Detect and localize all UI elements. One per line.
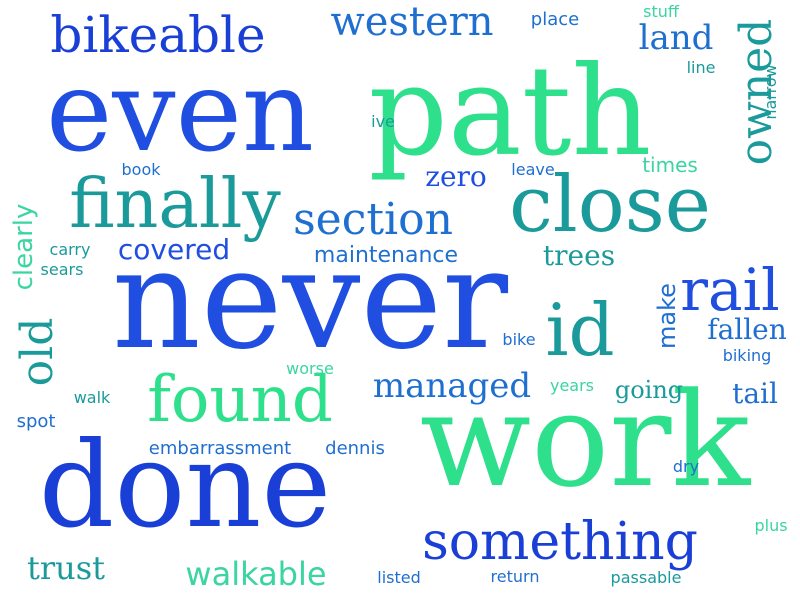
word-walk: walk: [73, 388, 111, 407]
word-trees: trees: [542, 239, 616, 272]
word-spot: spot: [16, 411, 56, 432]
word-land: land: [638, 18, 714, 58]
word-something: something: [422, 512, 698, 572]
word-stuff: stuff: [643, 2, 679, 21]
word-make: make: [653, 283, 681, 349]
word-dennis: dennis: [325, 438, 385, 459]
word-carry: carry: [49, 240, 91, 259]
word-passable: passable: [610, 568, 682, 587]
word-close: close: [509, 160, 711, 250]
word-work: work: [419, 364, 751, 516]
word-ive: ive: [371, 112, 395, 131]
word-done: done: [38, 416, 332, 554]
word-never: never: [111, 219, 509, 380]
word-western: western: [330, 0, 494, 45]
word-found: found: [147, 363, 333, 437]
word-book: book: [121, 160, 161, 179]
word-return: return: [490, 567, 540, 586]
word-dry: dry: [672, 457, 700, 476]
word-narrow: narrow: [761, 64, 780, 120]
word-path: path: [368, 40, 652, 184]
word-times: times: [642, 153, 698, 177]
word-covered: covered: [117, 233, 231, 266]
word-rail: rail: [680, 256, 780, 324]
word-plus: plus: [754, 516, 788, 535]
word-going: going: [614, 376, 684, 404]
word-leave: leave: [511, 160, 555, 179]
word-section: section: [293, 194, 453, 245]
word-maintenance: maintenance: [313, 243, 459, 268]
word-place: place: [530, 9, 580, 30]
word-clearly: clearly: [9, 203, 39, 291]
word-managed: managed: [372, 366, 532, 406]
word-biking: biking: [722, 346, 772, 365]
word-finally: finally: [69, 165, 281, 244]
word-trust: trust: [26, 549, 106, 587]
word-fallen: fallen: [707, 313, 787, 346]
word-line: line: [686, 58, 716, 77]
word-embarrassment: embarrassment: [148, 438, 292, 459]
word-worse: worse: [286, 359, 334, 378]
word-walkable: walkable: [185, 555, 327, 593]
word-old: old: [12, 317, 63, 387]
word-tail: tail: [732, 377, 778, 410]
word-sears: sears: [40, 260, 84, 279]
word-id: id: [545, 288, 615, 372]
word-even: even: [46, 47, 314, 177]
word-listed: listed: [377, 568, 421, 587]
word-bike: bike: [502, 330, 536, 349]
word-zero: zero: [425, 160, 487, 193]
word-years: years: [549, 376, 595, 395]
word-bikeable: bikeable: [50, 6, 266, 64]
